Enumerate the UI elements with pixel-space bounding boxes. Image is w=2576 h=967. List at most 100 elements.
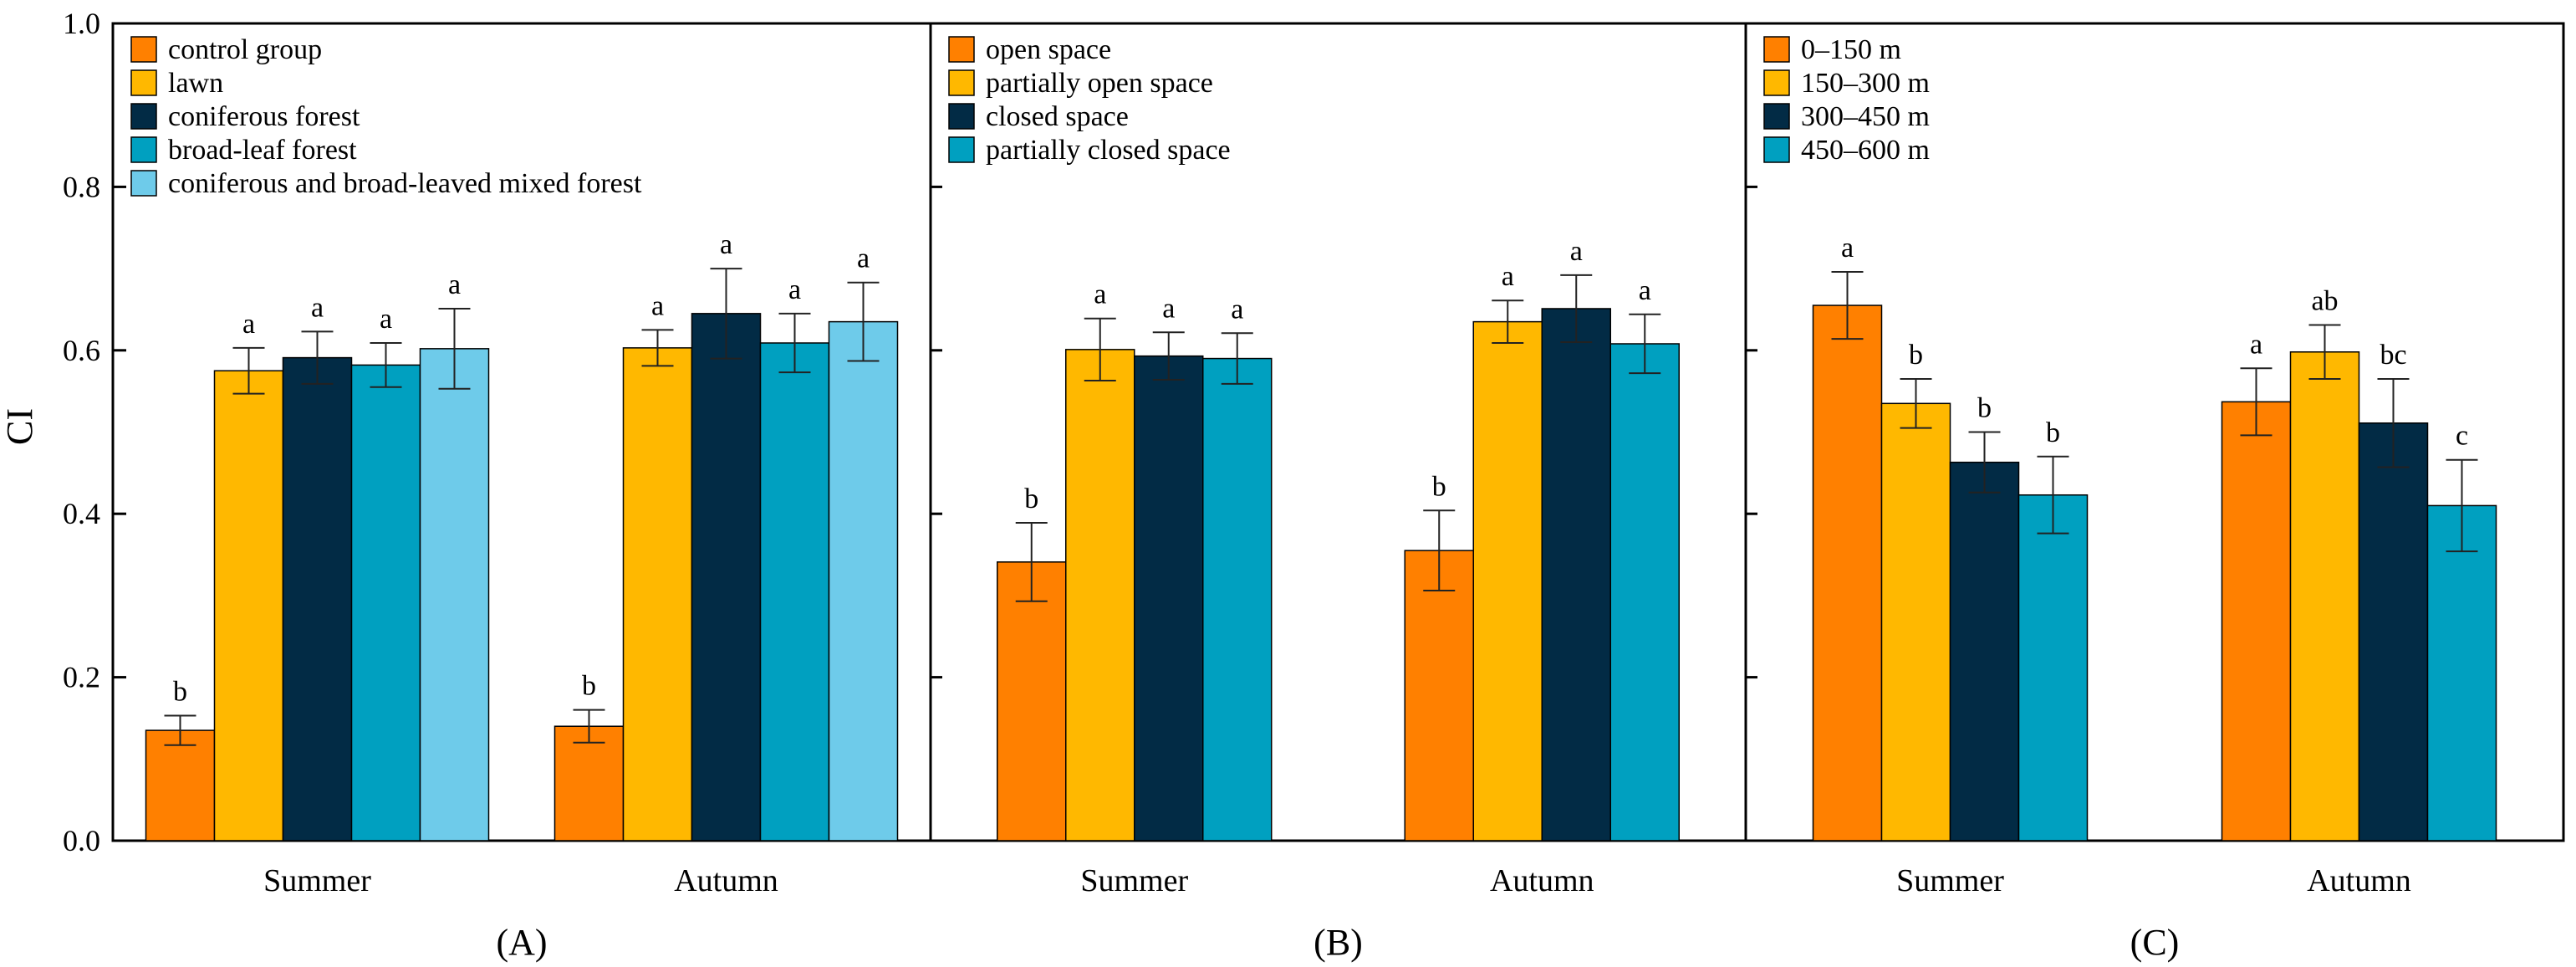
significance-letter: a (448, 269, 461, 300)
legend-swatch (130, 36, 157, 63)
panels-layer: b a a a a Summer b a a a a Autumn (A) control groupla… (111, 22, 2565, 963)
significance-letter: a (242, 309, 255, 340)
significance-letter: a (1231, 294, 1243, 325)
x-tick-label: Summer (1896, 863, 2004, 898)
x-tick-label: Autumn (674, 863, 778, 898)
panel-label: (A) (496, 922, 547, 963)
legend-label: lawn (168, 68, 223, 99)
y-tick-label: 0.2 (63, 661, 100, 694)
significance-letter: a (1570, 236, 1583, 267)
bar (622, 347, 693, 842)
legend-label: coniferous forest (168, 101, 360, 132)
bar (1404, 550, 1474, 842)
legend-label: 300–450 m (1801, 101, 1930, 132)
legend-swatch (948, 36, 975, 63)
bar (213, 370, 284, 842)
significance-letter: a (788, 274, 801, 305)
significance-letter: a (720, 229, 732, 260)
bar (1949, 461, 2020, 842)
legend-label: broad-leaf forest (168, 135, 357, 166)
significance-letter: c (2456, 421, 2468, 452)
significance-letter: bc (2380, 340, 2406, 371)
significance-letter: a (1162, 293, 1175, 324)
legend-swatch (130, 69, 157, 96)
bar (350, 364, 421, 842)
legend-label: closed space (986, 101, 1129, 132)
bar (1541, 308, 1611, 842)
significance-letter: a (1639, 275, 1651, 306)
legend-swatch (130, 103, 157, 130)
legend-swatch (948, 136, 975, 163)
legend-swatch (1763, 69, 1790, 96)
bar (145, 729, 216, 842)
bar (282, 356, 353, 842)
bar (2017, 494, 2089, 842)
y-axis-label: CI (0, 408, 40, 445)
legend-swatch (1763, 136, 1790, 163)
significance-letter: a (380, 304, 392, 335)
legend-swatch (1763, 103, 1790, 130)
bar (419, 348, 490, 842)
significance-letter: a (651, 290, 664, 321)
bar (691, 313, 762, 842)
legend-swatch (130, 136, 157, 163)
y-tick-label: 0.4 (63, 497, 100, 530)
x-tick-label: Autumn (2307, 863, 2411, 898)
x-tick-label: Autumn (1490, 863, 1594, 898)
bar (997, 561, 1067, 842)
significance-letter: b (1977, 393, 1992, 424)
panel-1: b a a a a Summer b a a a a Autumn (A) control groupla… (111, 22, 932, 963)
legend-label: 450–600 m (1801, 135, 1930, 166)
bar (2358, 422, 2429, 842)
axes-layer: 0.0 0.2 0.4 0.6 0.8 1.0 (63, 7, 126, 857)
legend-swatch (1763, 36, 1790, 63)
significance-letter: a (1094, 279, 1106, 310)
legend-label: partially closed space (986, 135, 1231, 166)
significance-letter: a (2250, 329, 2262, 360)
bar (2221, 401, 2292, 842)
legend-label: 150–300 m (1801, 68, 1930, 99)
significance-letter: b (173, 677, 187, 708)
y-tick-label: 0.0 (63, 824, 100, 857)
bar (2426, 504, 2497, 842)
bar (759, 342, 830, 842)
legend-swatch (130, 170, 157, 197)
bar (1812, 304, 1883, 842)
legend-label: open space (986, 34, 1111, 65)
significance-letter: b (2046, 417, 2060, 448)
panel-frame (1744, 22, 2565, 842)
legend-label: partially open space (986, 68, 1213, 99)
significance-letter: ab (2311, 286, 2338, 317)
x-tick-label: Summer (263, 863, 371, 898)
x-tick-label: Summer (1080, 863, 1188, 898)
significance-letter: a (857, 243, 870, 274)
bar (1609, 343, 1680, 842)
bar (1065, 349, 1135, 842)
y-tick-label: 0.6 (63, 334, 100, 367)
significance-letter: b (1909, 340, 1923, 371)
bar (2289, 351, 2360, 842)
panel-label: (B) (1314, 922, 1363, 963)
legend-label: 0–150 m (1801, 34, 1901, 65)
bar (1472, 320, 1543, 842)
legend-swatch (948, 69, 975, 96)
significance-letter: b (1024, 484, 1038, 514)
bar (828, 320, 899, 842)
significance-letter: a (1502, 261, 1514, 292)
legend-label: coniferous and broad-leaved mixed forest (168, 168, 642, 199)
legend-label: control group (168, 34, 322, 65)
y-tick-label: 1.0 (63, 7, 100, 40)
y-tick-label: 0.8 (63, 170, 100, 203)
bar (1880, 402, 1951, 842)
bar (1202, 357, 1273, 842)
significance-letter: b (1432, 471, 1446, 502)
significance-letter: a (311, 292, 324, 323)
significance-letter: a (1841, 233, 1854, 263)
panel-label: (C) (2130, 922, 2180, 963)
